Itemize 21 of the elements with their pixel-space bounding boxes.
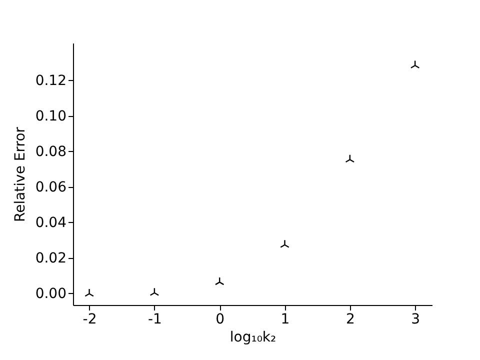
y-tick-label: 0.08 (35, 144, 66, 160)
y-tick-label: 0.12 (35, 72, 66, 89)
x-tick-label: -2 (82, 312, 97, 328)
point (214, 276, 224, 286)
x-axis-title: log₁₀k₂ (230, 330, 276, 346)
y-axis-title: Relative Error (12, 126, 28, 222)
y-tick-label: 0.04 (35, 214, 67, 231)
point (345, 154, 355, 163)
point (280, 240, 290, 248)
x-tick-label: -1 (148, 312, 162, 328)
x-tick-label: 3 (411, 312, 420, 328)
y-tick-label: 0.00 (35, 286, 66, 302)
y-tick-label: 0.02 (35, 250, 66, 266)
point (410, 60, 420, 68)
x-tick-label: 0 (216, 312, 225, 328)
point (84, 288, 94, 297)
x-tick-label: 2 (346, 312, 355, 328)
y-tick-label: 0.06 (35, 179, 67, 196)
y-tick-label: 0.10 (35, 108, 66, 124)
x-tick-label: 1 (280, 312, 290, 328)
point (150, 288, 160, 296)
